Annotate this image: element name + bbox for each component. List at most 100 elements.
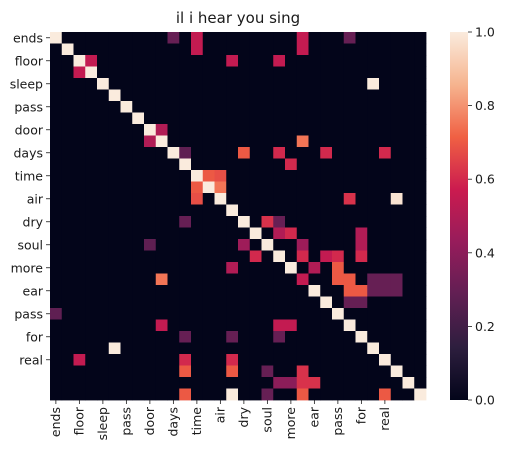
heatmap-cell — [226, 204, 239, 217]
heatmap-cell — [179, 78, 192, 90]
heatmap-cell — [167, 78, 180, 90]
heatmap-cell — [50, 331, 63, 343]
heatmap-cell — [73, 204, 86, 217]
heatmap-cell — [179, 181, 192, 194]
heatmap-cell — [214, 89, 227, 102]
heatmap-cell — [85, 55, 98, 67]
heatmap-cell — [285, 55, 298, 67]
heatmap-cell — [367, 135, 380, 148]
heatmap-cell — [402, 319, 415, 332]
heatmap-cell — [226, 158, 239, 171]
heatmap-cell — [85, 78, 98, 90]
x-tick-label: air — [212, 406, 227, 423]
heatmap-cell — [108, 193, 121, 205]
heatmap-cell — [73, 377, 86, 389]
heatmap-cell — [367, 204, 380, 217]
heatmap-cell — [132, 377, 145, 389]
heatmap-cell — [179, 193, 192, 205]
heatmap-cell — [249, 342, 262, 355]
heatmap-cell — [261, 158, 274, 171]
heatmap-cell — [332, 66, 345, 79]
heatmap-cell — [226, 273, 239, 286]
heatmap-cell — [108, 262, 121, 274]
heatmap-cell — [296, 354, 309, 366]
heatmap-cell — [167, 319, 180, 332]
heatmap-cell — [85, 32, 98, 44]
heatmap-cell — [238, 112, 251, 125]
heatmap-cell — [249, 32, 262, 44]
heatmap-cell — [285, 124, 298, 136]
heatmap-cell — [167, 124, 180, 136]
heatmap-cell — [120, 112, 133, 125]
heatmap-cell — [273, 112, 286, 125]
y-tick-label: days — [13, 145, 43, 160]
heatmap-cell — [61, 239, 74, 251]
heatmap-cell — [226, 262, 239, 274]
heatmap-cell — [202, 66, 215, 79]
heatmap-cell — [191, 388, 204, 401]
heatmap-cell — [308, 250, 321, 263]
heatmap-cell — [308, 89, 321, 102]
heatmap-cell — [85, 135, 98, 148]
heatmap-cell — [191, 78, 204, 90]
heatmap-cell — [355, 112, 368, 125]
heatmap-cell — [144, 158, 157, 171]
heatmap-cell — [50, 227, 63, 240]
heatmap-cell — [73, 66, 86, 79]
heatmap-cell — [202, 319, 215, 332]
heatmap-cell — [355, 388, 368, 401]
heatmap-cell — [273, 147, 286, 159]
heatmap-cell — [285, 273, 298, 286]
heatmap-cell — [132, 170, 145, 182]
heatmap-cell — [390, 147, 403, 159]
heatmap-cell — [273, 170, 286, 182]
heatmap-cell — [285, 66, 298, 79]
heatmap-cell — [132, 135, 145, 148]
heatmap-cell — [167, 112, 180, 125]
heatmap-cell — [202, 101, 215, 113]
heatmap-cell — [332, 55, 345, 67]
heatmap-cell — [226, 388, 239, 401]
heatmap-cell — [402, 170, 415, 182]
heatmap-cell — [367, 170, 380, 182]
heatmap-cell — [308, 124, 321, 136]
heatmap-cell — [390, 43, 403, 56]
heatmap-cell — [155, 273, 168, 286]
heatmap-cell — [108, 365, 121, 378]
heatmap-cell — [402, 158, 415, 171]
heatmap-cell — [144, 112, 157, 125]
heatmap-cell — [179, 32, 192, 44]
heatmap-cell — [249, 135, 262, 148]
heatmap-cell — [61, 135, 74, 148]
heatmap-cell — [120, 89, 133, 102]
heatmap-cell — [402, 204, 415, 217]
heatmap-cell — [261, 262, 274, 274]
heatmap-cell — [390, 32, 403, 44]
heatmap-cell — [390, 216, 403, 228]
heatmap-cell — [285, 181, 298, 194]
heatmap-cell — [332, 170, 345, 182]
heatmap-cell — [226, 89, 239, 102]
y-tick-label: more — [11, 260, 44, 275]
heatmap-cell — [108, 158, 121, 171]
heatmap-cell — [144, 388, 157, 401]
heatmap-cell — [285, 112, 298, 125]
heatmap-cell — [249, 216, 262, 228]
heatmap-cell — [414, 112, 427, 125]
heatmap-cell — [202, 216, 215, 228]
heatmap-cell — [61, 204, 74, 217]
heatmap-cell — [108, 66, 121, 79]
heatmap-cell — [343, 124, 356, 136]
heatmap-cell — [191, 66, 204, 79]
heatmap-cell — [261, 388, 274, 401]
heatmap-cell — [273, 388, 286, 401]
heatmap-cell — [202, 308, 215, 320]
heatmap-cell — [273, 101, 286, 113]
x-tick-label: soul — [259, 407, 274, 433]
heatmap-cell — [308, 43, 321, 56]
heatmap-cell — [402, 308, 415, 320]
heatmap-cell — [367, 342, 380, 355]
heatmap-cell — [249, 388, 262, 401]
heatmap-cell — [332, 135, 345, 148]
heatmap-cell — [179, 388, 192, 401]
